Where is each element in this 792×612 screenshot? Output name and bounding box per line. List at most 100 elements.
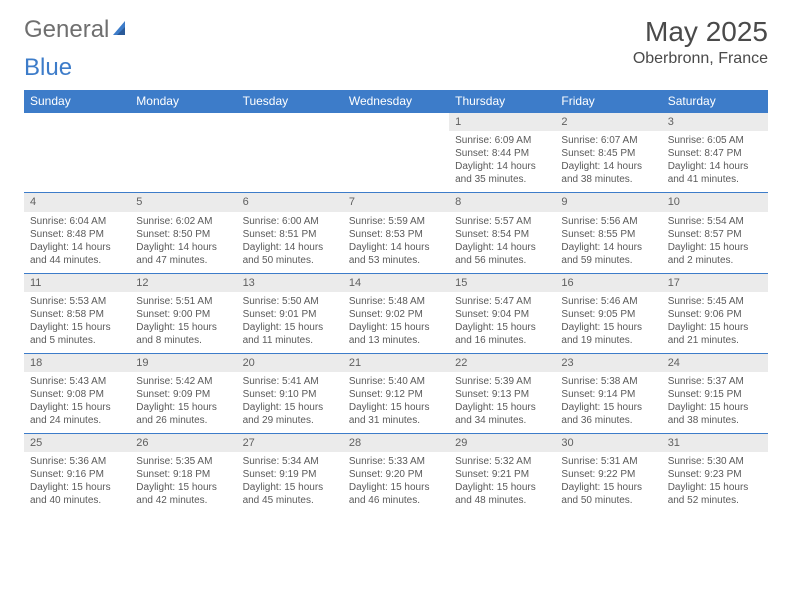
day-ss: Sunset: 9:06 PM	[668, 308, 762, 321]
day-number-cell: 2	[555, 113, 661, 132]
day-detail-cell	[237, 131, 343, 193]
day-dl2: and 34 minutes.	[455, 414, 549, 427]
day-dl2: and 59 minutes.	[561, 254, 655, 267]
day-dl1: Daylight: 14 hours	[349, 241, 443, 254]
detail-row: Sunrise: 5:36 AMSunset: 9:16 PMDaylight:…	[24, 452, 768, 513]
day-sr: Sunrise: 5:32 AM	[455, 455, 549, 468]
day-dl2: and 38 minutes.	[561, 173, 655, 186]
day-number-cell: 31	[662, 434, 768, 453]
day-detail-cell: Sunrise: 5:59 AMSunset: 8:53 PMDaylight:…	[343, 212, 449, 274]
day-dl2: and 40 minutes.	[30, 494, 124, 507]
day-ss: Sunset: 8:55 PM	[561, 228, 655, 241]
weekday-header: Monday	[130, 90, 236, 113]
day-detail-cell: Sunrise: 5:35 AMSunset: 9:18 PMDaylight:…	[130, 452, 236, 513]
day-dl1: Daylight: 15 hours	[455, 401, 549, 414]
day-dl2: and 42 minutes.	[136, 494, 230, 507]
day-number-cell: 23	[555, 353, 661, 372]
day-dl1: Daylight: 14 hours	[455, 160, 549, 173]
logo-line2: Blue	[24, 54, 768, 82]
day-number-cell: 30	[555, 434, 661, 453]
day-ss: Sunset: 9:05 PM	[561, 308, 655, 321]
day-ss: Sunset: 8:54 PM	[455, 228, 549, 241]
day-dl1: Daylight: 15 hours	[30, 481, 124, 494]
day-ss: Sunset: 9:14 PM	[561, 388, 655, 401]
day-ss: Sunset: 8:45 PM	[561, 147, 655, 160]
day-sr: Sunrise: 6:07 AM	[561, 134, 655, 147]
day-dl1: Daylight: 15 hours	[561, 401, 655, 414]
day-sr: Sunrise: 5:47 AM	[455, 295, 549, 308]
day-sr: Sunrise: 6:05 AM	[668, 134, 762, 147]
day-ss: Sunset: 9:12 PM	[349, 388, 443, 401]
day-sr: Sunrise: 5:42 AM	[136, 375, 230, 388]
day-sr: Sunrise: 6:02 AM	[136, 215, 230, 228]
day-detail-cell: Sunrise: 6:04 AMSunset: 8:48 PMDaylight:…	[24, 212, 130, 274]
day-detail-cell: Sunrise: 5:30 AMSunset: 9:23 PMDaylight:…	[662, 452, 768, 513]
day-dl1: Daylight: 14 hours	[136, 241, 230, 254]
day-dl2: and 2 minutes.	[668, 254, 762, 267]
day-ss: Sunset: 8:48 PM	[30, 228, 124, 241]
day-number-cell: 13	[237, 273, 343, 292]
weekday-header: Saturday	[662, 90, 768, 113]
day-detail-cell: Sunrise: 5:51 AMSunset: 9:00 PMDaylight:…	[130, 292, 236, 354]
day-ss: Sunset: 9:01 PM	[243, 308, 337, 321]
day-sr: Sunrise: 5:37 AM	[668, 375, 762, 388]
day-number-cell: 27	[237, 434, 343, 453]
day-dl2: and 11 minutes.	[243, 334, 337, 347]
day-number-cell: 21	[343, 353, 449, 372]
weekday-header: Thursday	[449, 90, 555, 113]
day-detail-cell: Sunrise: 5:34 AMSunset: 9:19 PMDaylight:…	[237, 452, 343, 513]
day-detail-cell: Sunrise: 5:41 AMSunset: 9:10 PMDaylight:…	[237, 372, 343, 434]
day-dl1: Daylight: 15 hours	[668, 321, 762, 334]
day-dl1: Daylight: 15 hours	[136, 321, 230, 334]
day-sr: Sunrise: 5:50 AM	[243, 295, 337, 308]
day-number-cell	[130, 113, 236, 132]
day-dl2: and 50 minutes.	[561, 494, 655, 507]
day-dl1: Daylight: 14 hours	[243, 241, 337, 254]
day-dl1: Daylight: 15 hours	[243, 401, 337, 414]
day-number-cell: 24	[662, 353, 768, 372]
day-number-cell: 9	[555, 193, 661, 212]
day-detail-cell	[24, 131, 130, 193]
day-ss: Sunset: 9:22 PM	[561, 468, 655, 481]
day-number-cell: 22	[449, 353, 555, 372]
day-detail-cell: Sunrise: 5:37 AMSunset: 9:15 PMDaylight:…	[662, 372, 768, 434]
day-sr: Sunrise: 5:45 AM	[668, 295, 762, 308]
day-number-cell: 26	[130, 434, 236, 453]
day-ss: Sunset: 9:04 PM	[455, 308, 549, 321]
detail-row: Sunrise: 6:04 AMSunset: 8:48 PMDaylight:…	[24, 212, 768, 274]
day-sr: Sunrise: 5:38 AM	[561, 375, 655, 388]
calendar-table: SundayMondayTuesdayWednesdayThursdayFrid…	[24, 90, 768, 513]
day-ss: Sunset: 8:53 PM	[349, 228, 443, 241]
day-dl2: and 24 minutes.	[30, 414, 124, 427]
day-ss: Sunset: 9:16 PM	[30, 468, 124, 481]
day-dl1: Daylight: 14 hours	[30, 241, 124, 254]
day-ss: Sunset: 8:58 PM	[30, 308, 124, 321]
day-number-cell: 10	[662, 193, 768, 212]
day-number-cell: 7	[343, 193, 449, 212]
day-number-cell: 12	[130, 273, 236, 292]
daynum-row: 25262728293031	[24, 434, 768, 453]
day-sr: Sunrise: 5:43 AM	[30, 375, 124, 388]
day-sr: Sunrise: 5:59 AM	[349, 215, 443, 228]
day-detail-cell: Sunrise: 5:38 AMSunset: 9:14 PMDaylight:…	[555, 372, 661, 434]
day-ss: Sunset: 9:09 PM	[136, 388, 230, 401]
daynum-row: 45678910	[24, 193, 768, 212]
day-sr: Sunrise: 5:56 AM	[561, 215, 655, 228]
day-dl1: Daylight: 15 hours	[136, 401, 230, 414]
weekday-header: Sunday	[24, 90, 130, 113]
day-dl1: Daylight: 15 hours	[561, 481, 655, 494]
day-dl2: and 29 minutes.	[243, 414, 337, 427]
day-sr: Sunrise: 5:48 AM	[349, 295, 443, 308]
day-detail-cell: Sunrise: 5:31 AMSunset: 9:22 PMDaylight:…	[555, 452, 661, 513]
sail-icon	[111, 16, 131, 44]
day-sr: Sunrise: 5:53 AM	[30, 295, 124, 308]
day-dl1: Daylight: 15 hours	[136, 481, 230, 494]
day-dl1: Daylight: 15 hours	[349, 481, 443, 494]
day-number-cell: 6	[237, 193, 343, 212]
day-dl2: and 50 minutes.	[243, 254, 337, 267]
day-ss: Sunset: 9:19 PM	[243, 468, 337, 481]
day-number-cell: 5	[130, 193, 236, 212]
logo-word2: Blue	[24, 54, 768, 82]
day-number-cell: 14	[343, 273, 449, 292]
day-dl1: Daylight: 15 hours	[30, 321, 124, 334]
